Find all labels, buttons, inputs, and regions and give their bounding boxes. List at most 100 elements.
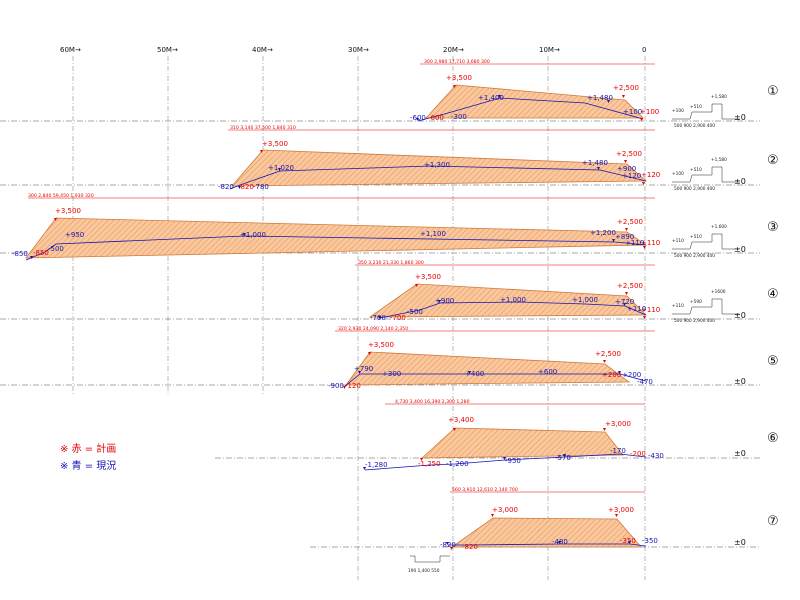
section-7-polygon [450, 517, 642, 548]
s5-elev-left: +3,500 [368, 341, 394, 349]
section-number-7: ⑦ [767, 514, 779, 529]
s5-exist-c: +300 [382, 370, 401, 378]
s3-exist-b: -500 [48, 245, 64, 253]
s5-exist-e: +600 [538, 368, 557, 376]
s6-dim: 4,730 3,400 16,390 2,300 1,280 [395, 399, 470, 405]
s2-exist-a: -820 [218, 183, 234, 191]
section-5-polygon [345, 351, 631, 386]
scale-label-30m: 30M→ [348, 46, 369, 54]
d3-c: +1,600 [711, 224, 727, 230]
s5-toe-right: +200 [602, 371, 621, 379]
s4-elev-right: +2,500 [617, 282, 643, 290]
section-4-labels: 350 3,230 21,330 1,860 300 +3,500 +2,500… [358, 260, 660, 322]
s6-exist-e: -170 [610, 447, 626, 455]
s1-toe-left: -600 [428, 114, 444, 122]
section-1-polygon [425, 84, 644, 119]
s2-dim: 310 3,140 37,500 1,840 310 [230, 125, 296, 131]
s2-toe-left: -820 [238, 183, 254, 191]
d1-dims: 500 900 2,900 400 [674, 123, 715, 129]
ground-lines [0, 120, 760, 548]
section-2-polygon [231, 149, 648, 187]
section-number-5: ⑤ [767, 354, 779, 369]
s4-toe-left: -700 [390, 314, 406, 322]
s6-toe-left: -1,250 [418, 460, 441, 468]
s3-elev-left: +3,500 [55, 207, 81, 215]
d2-dims: 500 900 2,900 400 [674, 186, 715, 192]
scale-label-50m: 50M→ [157, 46, 178, 54]
s6-exist-b: -1,200 [446, 460, 469, 468]
s4-elev-left: +3,500 [415, 273, 441, 281]
s2-elev-right: +2,500 [616, 150, 642, 158]
plan-markers [54, 85, 646, 550]
s7-elev-left: +3,000 [492, 506, 518, 514]
d2-c: +1,580 [711, 157, 727, 163]
s2-exist-d: +1,300 [424, 161, 450, 169]
zero-2: ±0 [734, 177, 746, 186]
legend: ※ 赤 = 計画 ※ 青 = 現況 [60, 442, 116, 472]
section-6-labels: 4,730 3,400 16,390 2,300 1,280 +3,400 +3… [365, 399, 664, 469]
section-3-polygon [25, 217, 648, 259]
s3-exist-e: +1,100 [420, 230, 446, 238]
section-3-labels: 300 2,840 59,450 1,930 320 +3,500 +2,500… [12, 193, 660, 258]
zero-7: ±0 [734, 538, 746, 547]
s6-exist-d: -570 [555, 454, 571, 462]
s3-exist-h: +110 [625, 239, 644, 247]
s7-elev-right: +3,000 [608, 506, 634, 514]
scale-label-0: 0 [642, 46, 646, 54]
s1-dim: 300 2,980 17,710 3,680 300 [424, 59, 490, 65]
road-detail-labels: +100 +510 +1,580 500 900 2,900 400 +100 … [408, 94, 727, 574]
s7-exist-a: -820 [440, 541, 456, 549]
section-number-2: ② [767, 153, 779, 168]
scale-label-40m: 40M→ [252, 46, 273, 54]
s6-exist-a: -1,280 [365, 461, 388, 469]
d1-b: +510 [690, 104, 702, 110]
d4-c: +1600 [711, 289, 726, 295]
section-number-6: ⑥ [767, 431, 779, 446]
scale-label-60m: 60M→ [60, 46, 81, 54]
legend-plan: ※ 赤 = 計画 [60, 442, 116, 455]
scale-label-20m: 20M→ [443, 46, 464, 54]
s4-exist-g: +110 [627, 305, 646, 313]
d2-a: +100 [672, 171, 684, 177]
d3-a: +110 [672, 238, 684, 244]
s4-dim: 350 3,230 21,330 1,860 300 [358, 260, 424, 266]
s6-exist-f: -430 [648, 452, 664, 460]
s4-exist-d: +1,000 [500, 296, 526, 304]
s6-elev-right: +3,000 [605, 420, 631, 428]
s5-toe-left: -120 [345, 382, 361, 390]
s5-dim: 320 2,930 24,090 2,140 2,350 [338, 326, 408, 332]
existing-markers [30, 95, 631, 545]
section-numbers: ① ② ③ ④ ⑤ ⑥ ⑦ [767, 84, 779, 529]
s2-exist-g: +120 [622, 172, 641, 180]
s4-exist-b: -500 [407, 308, 423, 316]
dimension-lines [28, 63, 655, 493]
section-polygons [25, 84, 648, 548]
s3-exist-c: +950 [65, 231, 84, 239]
s1-elev-left: +3,500 [446, 74, 472, 82]
section-6-polygon [420, 427, 624, 459]
section-number-3: ③ [767, 220, 779, 235]
s5-exist-d: +400 [465, 370, 484, 378]
s3-exist-d: +1,000 [240, 231, 266, 239]
s2-exist-e: +1,480 [582, 159, 608, 167]
zero-5: ±0 [734, 377, 746, 386]
s3-toe-right: +110 [641, 239, 660, 247]
d3-b: +510 [690, 234, 702, 240]
s1-toe-right: +100 [640, 108, 659, 116]
s4-exist-e: +1,000 [572, 296, 598, 304]
s2-exist-b: -780 [253, 183, 269, 191]
zero-4: ±0 [734, 311, 746, 320]
scale-label-10m: 10M→ [539, 46, 560, 54]
existing-profile-lines [25, 97, 647, 547]
legend-existing: ※ 青 = 現況 [60, 459, 116, 472]
section-number-4: ④ [767, 287, 779, 302]
s1-exist-d: +1,480 [587, 94, 613, 102]
s7-dim: 560 3,910 12,610 2,140 700 [452, 487, 518, 493]
s4-toe-right: +110 [641, 306, 660, 314]
s5-exist-b: +790 [354, 365, 373, 373]
section-4-polygon [368, 283, 647, 318]
s5-exist-a: -900 [328, 382, 344, 390]
d3-dims: 500 900 2,900 400 [674, 253, 715, 259]
s7-exist-c: -350 [642, 537, 658, 545]
